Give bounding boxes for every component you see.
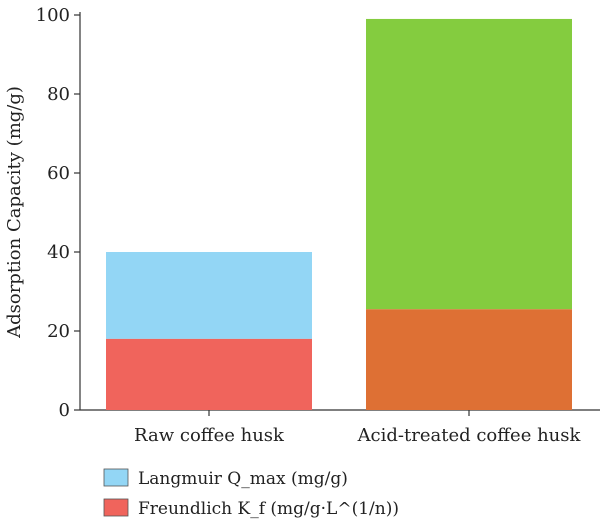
bar-freundlich-0 bbox=[106, 338, 312, 410]
bars bbox=[106, 18, 572, 410]
x-category-label: Acid-treated coffee husk bbox=[357, 425, 582, 446]
legend-label-freundlich: Freundlich K_f (mg/g·L^(1/n)) bbox=[138, 499, 399, 519]
legend: Langmuir Q_max (mg/g) Freundlich K_f (mg… bbox=[103, 468, 399, 519]
y-axis-label: Adsorption Capacity (mg/g) bbox=[4, 86, 25, 339]
y-ticks: 0 20 40 60 80 100 bbox=[36, 5, 80, 421]
bar-langmuir-1 bbox=[366, 18, 572, 310]
legend-label-langmuir: Langmuir Q_max (mg/g) bbox=[138, 469, 348, 489]
x-category-label: Raw coffee husk bbox=[134, 425, 285, 446]
bar-langmuir-0 bbox=[106, 252, 312, 339]
legend-swatch-langmuir bbox=[103, 468, 129, 487]
x-category-labels: Raw coffee husk Acid-treated coffee husk bbox=[134, 410, 582, 446]
y-tick-label: 40 bbox=[47, 242, 70, 263]
y-tick-label: 0 bbox=[59, 400, 70, 421]
y-tick-label: 100 bbox=[36, 5, 70, 26]
y-tick-label: 20 bbox=[47, 321, 70, 342]
legend-swatch-freundlich bbox=[103, 498, 129, 517]
y-tick-label: 60 bbox=[47, 163, 70, 184]
bar-freundlich-1 bbox=[366, 309, 572, 410]
y-tick-label: 80 bbox=[47, 84, 70, 105]
